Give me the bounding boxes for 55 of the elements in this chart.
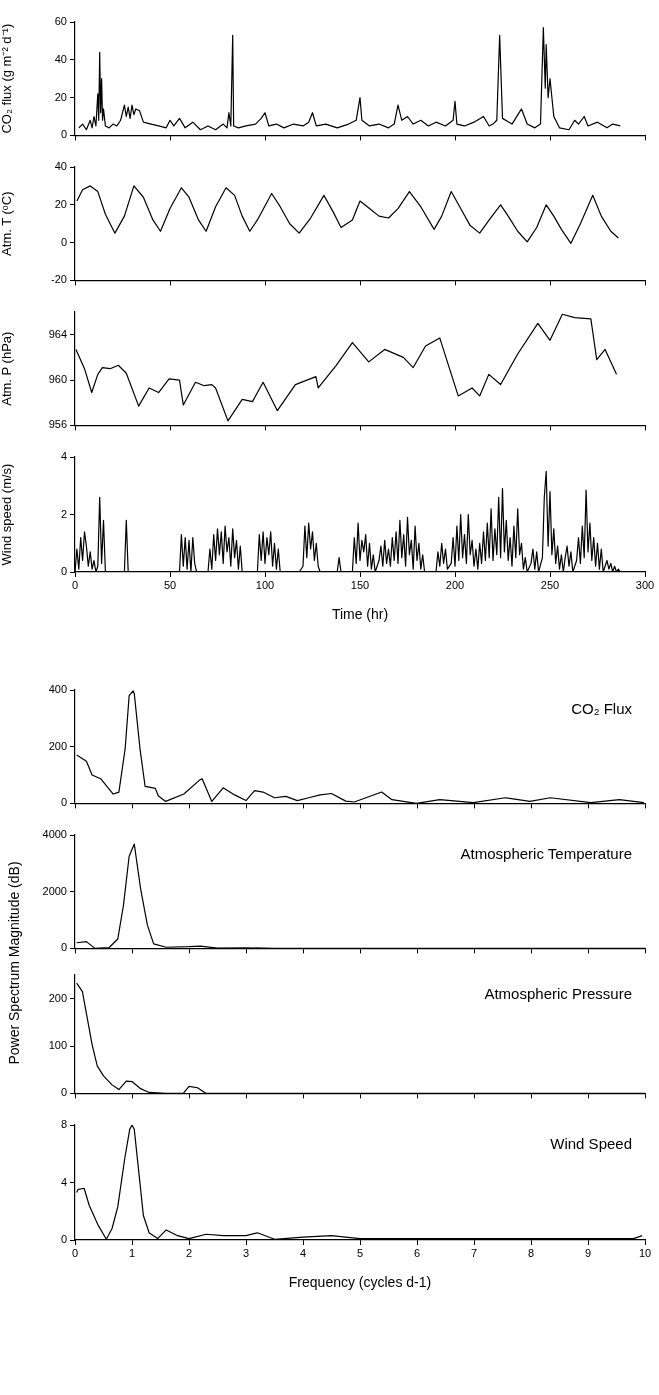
- y-tick-label: 20: [54, 90, 67, 103]
- y-tick-label: 0: [60, 128, 67, 141]
- y-axis-title: Atm. T (ᵒC): [0, 191, 15, 256]
- x-tick-label: 150: [350, 578, 370, 591]
- y-axis-title: Wind speed (m/s): [0, 463, 15, 566]
- y-tick-label: -20: [51, 273, 67, 286]
- x-tick-label: 200: [445, 578, 465, 591]
- x-axis-title: Time (hr): [331, 606, 389, 623]
- x-tick-label: 2: [185, 1246, 193, 1259]
- x-tick-label: 6: [413, 1246, 421, 1259]
- y-tick-label: 960: [48, 373, 67, 386]
- y-tick-label: 60: [54, 15, 67, 28]
- x-axis-title: Frequency (cycles d-1): [288, 1274, 432, 1291]
- text: Atmospheric Temperature: [460, 845, 632, 863]
- x-tick-label: 250: [540, 578, 560, 591]
- y-axis-title: CO₂ flux (g m⁻² d⁻¹): [0, 23, 15, 134]
- text: Atmospheric Pressure: [484, 985, 632, 1003]
- x-tick-label: 0: [71, 578, 79, 591]
- y-tick-label: 0: [60, 1086, 67, 1099]
- x-tick-label: 300: [635, 578, 655, 591]
- x-tick-label: 10: [638, 1246, 652, 1259]
- y-tick-label: 0: [60, 796, 67, 809]
- x-tick-label: 0: [71, 1246, 79, 1259]
- y-tick-label: 20: [54, 197, 67, 210]
- y-axis-title: Power Spectrum Magnitude (dB): [5, 860, 23, 1067]
- y-tick-label: 0: [60, 235, 67, 248]
- x-tick-label: 7: [470, 1246, 478, 1259]
- y-tick-label: 0: [60, 565, 67, 578]
- y-tick-label: 400: [48, 683, 67, 696]
- y-tick-label: 956: [48, 418, 67, 431]
- y-axis-title: Atm. P (hPa): [0, 331, 15, 406]
- y-tick-label: 964: [48, 327, 67, 340]
- x-tick-label: 5: [356, 1246, 364, 1259]
- text: Wind Speed: [550, 1135, 632, 1153]
- y-tick-label: 200: [48, 739, 67, 752]
- y-tick-label: 100: [48, 1039, 67, 1052]
- y-tick-label: 2: [60, 507, 67, 520]
- x-tick-label: 8: [527, 1246, 535, 1259]
- x-tick-label: 3: [242, 1246, 250, 1259]
- x-tick-label: 50: [163, 578, 177, 591]
- y-tick-label: 4: [60, 1175, 67, 1188]
- x-tick-label: 100: [255, 578, 275, 591]
- x-tick-label: 1: [128, 1246, 136, 1259]
- y-tick-label: 0: [60, 1233, 67, 1246]
- y-tick-label: 0: [60, 941, 67, 954]
- y-tick-label: 40: [54, 160, 67, 173]
- y-tick-label: 2000: [42, 884, 67, 897]
- y-tick-label: 40: [54, 52, 67, 65]
- text: CO₂ Flux: [571, 700, 633, 718]
- y-tick-label: 4: [60, 450, 67, 463]
- x-tick-label: 4: [299, 1246, 307, 1259]
- x-tick-label: 9: [584, 1246, 592, 1259]
- y-tick-label: 8: [60, 1118, 67, 1131]
- y-tick-label: 200: [48, 991, 67, 1004]
- y-tick-label: 4000: [42, 828, 67, 841]
